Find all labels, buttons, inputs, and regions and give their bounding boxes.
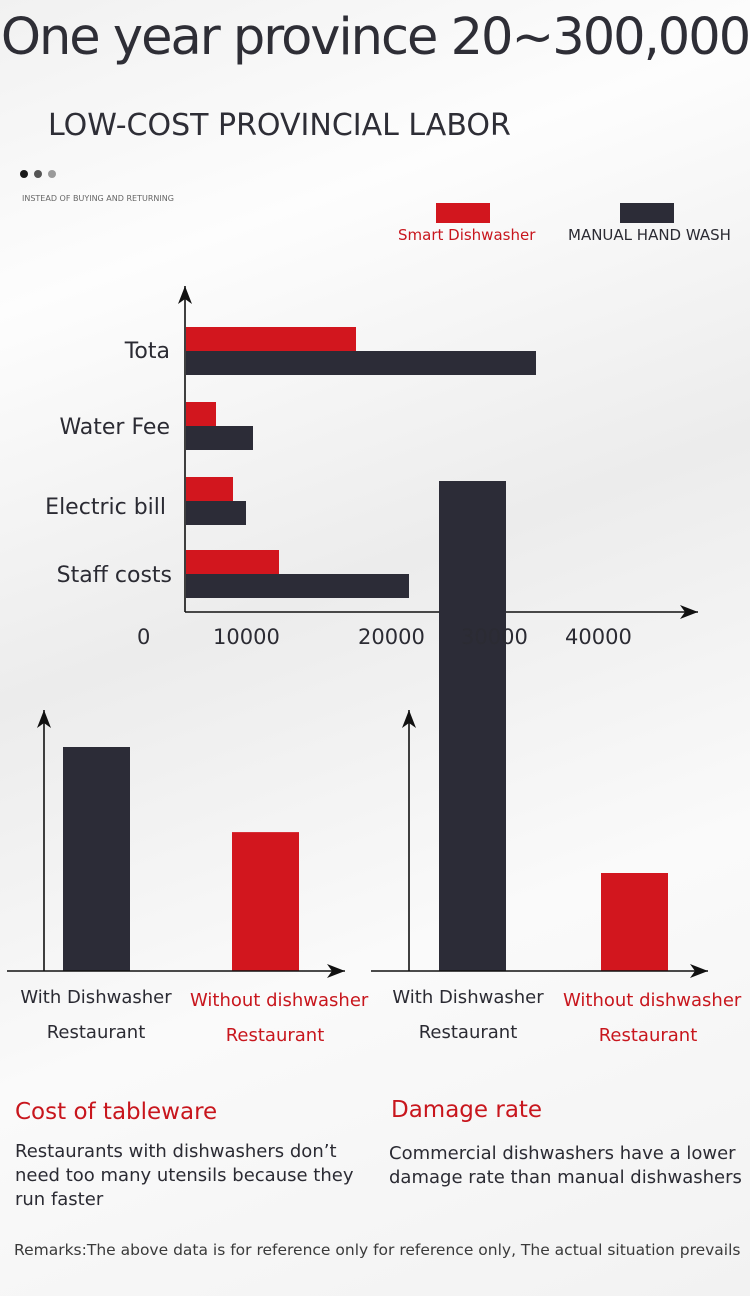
x-tick-label-10000: 10000 xyxy=(213,625,280,649)
damage-bar-without-dishwasher xyxy=(601,873,668,971)
tableware-x-axis-arrowhead xyxy=(327,964,345,978)
bar-tota-manual-hand-wash xyxy=(186,351,536,375)
x-tick-label-20000: 20000 xyxy=(358,625,425,649)
footer-remarks: Remarks:The above data is for reference … xyxy=(14,1241,741,1259)
decor-dot-1 xyxy=(20,170,28,178)
category-line-1: Without dishwasher xyxy=(563,990,742,1011)
bar-electric-bill-manual-hand-wash xyxy=(186,501,246,525)
decor-dot-2 xyxy=(34,170,42,178)
damage-category-without-dishwasher: Without dishwasher Restaurant xyxy=(563,983,742,1053)
damage-x-axis-arrowhead xyxy=(690,964,708,978)
decor-dot-3 xyxy=(48,170,56,178)
page-headline: One year province 20~300,000 xyxy=(0,8,750,67)
category-line-1: With Dishwasher xyxy=(392,987,544,1008)
legend-swatch-smart-dishwasher xyxy=(436,203,490,223)
section-body-cost-of-tableware: Restaurants with dishwashers don’t need … xyxy=(15,1141,354,1210)
tableware-bar-without-dishwasher xyxy=(232,832,299,971)
category-line-2: Restaurant xyxy=(598,1025,698,1046)
damage-category-with-dishwasher: With Dishwasher Restaurant xyxy=(383,980,553,1050)
chart1-y-axis-arrowhead xyxy=(178,286,192,304)
legend-label-smart-dishwasher: Smart Dishwasher xyxy=(398,226,536,244)
chart1-x-axis-arrowhead xyxy=(680,605,698,619)
x-tick-label-40000: 40000 xyxy=(565,625,632,649)
section-body-damage-rate: Commercial dishwashers have a lower dama… xyxy=(389,1143,742,1188)
bar-water-fee-smart-dishwasher xyxy=(186,402,216,426)
category-line-2: Restaurant xyxy=(46,1022,146,1043)
bar-staff-costs-manual-hand-wash xyxy=(186,574,409,598)
category-line-2: Restaurant xyxy=(418,1022,518,1043)
legend-swatch-manual-hand-wash xyxy=(620,203,674,223)
tableware-bar-with-dishwasher xyxy=(63,747,130,971)
legend-label-manual-hand-wash: MANUAL HAND WASH xyxy=(568,226,731,244)
bar-staff-costs-smart-dishwasher xyxy=(186,550,279,574)
x-tick-label-30000: 30000 xyxy=(461,625,528,649)
tableware-category-with-dishwasher: With Dishwasher Restaurant xyxy=(11,980,181,1050)
bar-tota-smart-dishwasher xyxy=(186,327,356,351)
header-caption: INSTEAD OF BUYING AND RETURNING xyxy=(22,194,174,203)
category-label-staff-costs: Staff costs xyxy=(56,563,172,588)
x-tick-label-0: 0 xyxy=(137,625,151,649)
tableware-y-axis-arrowhead xyxy=(37,710,51,728)
section-title-damage-rate: Damage rate xyxy=(391,1097,543,1123)
category-line-2: Restaurant xyxy=(225,1025,325,1046)
category-label-tota: Tota xyxy=(124,339,170,364)
bar-water-fee-manual-hand-wash xyxy=(186,426,253,450)
page-subheadline: LOW-COST PROVINCIAL LABOR xyxy=(48,108,511,143)
tableware-category-without-dishwasher: Without dishwasher Restaurant xyxy=(190,983,369,1053)
category-label-electric-bill: Electric bill xyxy=(45,495,166,520)
category-line-1: Without dishwasher xyxy=(190,990,369,1011)
damage-y-axis-arrowhead xyxy=(402,710,416,728)
category-line-1: With Dishwasher xyxy=(20,987,172,1008)
category-label-water-fee: Water Fee xyxy=(59,415,170,440)
bar-electric-bill-smart-dishwasher xyxy=(186,477,233,501)
section-title-cost-of-tableware: Cost of tableware xyxy=(15,1099,218,1125)
damage-bar-with-dishwasher xyxy=(439,481,506,971)
